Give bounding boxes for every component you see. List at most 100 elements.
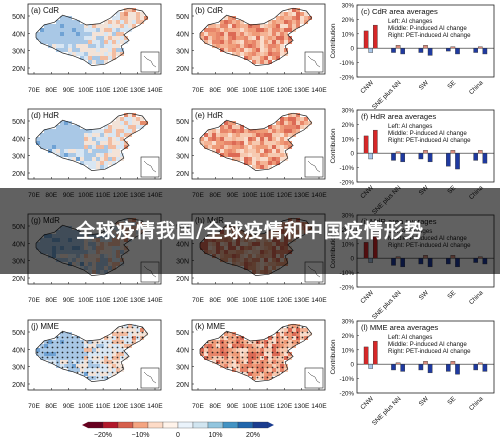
bar-sne-plus-nn-s1 <box>391 152 396 161</box>
inset-islands <box>307 55 321 68</box>
bar-sw-s3 <box>427 364 433 374</box>
map-x-tick: 100E <box>78 87 94 94</box>
map-x-tick: 110E <box>260 403 276 410</box>
bar-panel-4: 30% 20% 10% 0 -10% -20% Contribution (l) MME ar… <box>330 319 495 427</box>
colorbar-max-arrow <box>268 422 274 428</box>
legend-middle: Middle: P-induced AI change <box>388 25 467 32</box>
bar-sw-s1 <box>418 364 424 371</box>
legend-right: Right: PET-induced AI change <box>388 137 471 144</box>
map-panel-7: (j) MME 50N 40N 30N 20N 70E 80E 90E 100E 110E 120E… <box>12 319 163 410</box>
colorbar-segment <box>192 421 209 429</box>
map-panel-4: (e) HdR50N40N30N20N70E80E90E100E110E120E… <box>176 108 327 199</box>
bar-category-label: CNW <box>359 289 375 305</box>
map-label: (b) CdR <box>195 6 223 15</box>
map-label: (j) MME <box>31 322 59 331</box>
legend-middle: Middle: P-induced AI change <box>388 130 467 137</box>
south-china-sea-inset <box>304 156 324 178</box>
map-x-tick: 110E <box>260 87 276 94</box>
map-panel-2: (b) CdR 50N 40N 30N 20N 70E 80E 90E 100E 110E 120E… <box>176 3 327 94</box>
colorbar-tick: −20% <box>94 432 112 439</box>
bar-category-label: China <box>468 395 485 412</box>
stippling <box>36 324 148 382</box>
map-label: (a) CdR <box>31 6 59 15</box>
legend-left: Left: AI changes <box>388 334 432 341</box>
bar-sne-plus-nn-s2 <box>395 362 401 365</box>
legend-left: Left: AI changes <box>388 18 432 25</box>
map-x-tick: 70E <box>192 403 204 410</box>
bar-frame <box>356 320 495 394</box>
map-y-tick: 40N <box>176 347 189 354</box>
bar-sw-s2 <box>423 150 428 154</box>
map-panel-8: (k) MME 50N 40N 30N 20N 70E 80E 90E 100E 110E 120E… <box>176 319 327 410</box>
bar-panel-1: 30% 20% 10% 0 -10% -20% Contribution (c) CdR ar… <box>330 3 495 111</box>
map-x-tick: 70E <box>28 87 40 94</box>
map-x-tick: 80E <box>45 403 57 410</box>
map-x-tick: 140E <box>311 297 327 304</box>
map-x-tick: 120E <box>277 87 293 94</box>
colorbar-tick: 20% <box>246 432 260 439</box>
bar-category-label: SE <box>446 289 457 300</box>
bar-y-tick: 0 <box>351 151 355 158</box>
map-x-tick: 100E <box>242 297 258 304</box>
bar-sne-plus-nn-s3 <box>400 152 406 163</box>
bar-china-s1 <box>473 364 479 371</box>
bar-y-tick: -20% <box>340 180 355 187</box>
map-x-tick: 110E <box>96 87 112 94</box>
bar-category-label: SE <box>446 79 457 90</box>
map-field <box>200 8 312 64</box>
bar-y-tick: 30% <box>342 108 355 115</box>
map-x-tick: 120E <box>113 297 129 304</box>
bar-category-label: China <box>468 79 485 96</box>
map-y-tick: 40N <box>176 31 189 38</box>
bar-china-s1 <box>473 152 479 161</box>
bar-y-tick: 30% <box>342 319 355 326</box>
bar-frame <box>356 109 495 183</box>
bar-cnw-s3 <box>373 340 378 365</box>
bar-category-label: SE <box>446 395 457 406</box>
bar-se-s2 <box>450 150 456 154</box>
south-china-sea-inset <box>140 51 160 73</box>
map-x-tick: 80E <box>45 297 57 304</box>
inset-islands <box>143 371 157 384</box>
map-y-tick: 20N <box>176 66 189 73</box>
bar-y-tick: 20% <box>342 122 355 129</box>
map-y-tick: 20N <box>12 66 25 73</box>
map-x-tick: 130E <box>294 403 310 410</box>
map-x-tick: 120E <box>113 87 129 94</box>
bar-y-tick: -20% <box>340 285 355 292</box>
bar-china-s1 <box>473 48 479 53</box>
bar-category-label: SW <box>418 395 431 408</box>
bar-y-tick: -10% <box>340 60 355 67</box>
inset-islands <box>143 160 157 173</box>
bar-category-label: CNW <box>359 395 375 411</box>
map-y-tick: 40N <box>12 31 25 38</box>
bar-cnw-s2 <box>368 152 374 160</box>
bar-y-tick: 0 <box>351 46 355 53</box>
map-y-tick: 30N <box>12 49 25 56</box>
bar-category-label: SW <box>418 289 431 302</box>
bar-y-label: Contribution <box>330 128 337 163</box>
map-x-tick: 140E <box>147 87 163 94</box>
map-field <box>200 113 312 169</box>
map-y-tick: 50N <box>12 119 25 126</box>
map-y-tick: 40N <box>176 136 189 143</box>
colorbar-segment <box>222 421 239 429</box>
colorbar-segment <box>87 421 104 429</box>
map-y-tick: 20N <box>12 171 25 178</box>
map-x-tick: 90E <box>63 403 75 410</box>
map-panel-3: (d) HdR50N40N30N20N70E80E90E100E110E120E… <box>12 108 163 199</box>
china-outline <box>35 112 149 171</box>
map-y-tick: 50N <box>176 14 189 21</box>
bar-y-tick: -10% <box>340 376 355 383</box>
map-x-tick: 70E <box>28 297 40 304</box>
map-x-tick: 130E <box>130 297 146 304</box>
map-y-tick: 20N <box>176 382 189 389</box>
map-label: (e) HdR <box>195 111 223 120</box>
bar-se-s3 <box>455 48 460 55</box>
bar-cnw-s1 <box>363 135 369 154</box>
south-china-sea-inset <box>140 367 160 389</box>
bar-cnw-s1 <box>363 30 369 49</box>
bar-sw-s3 <box>427 152 433 163</box>
map-x-tick: 80E <box>45 87 57 94</box>
map-y-tick: 50N <box>176 119 189 126</box>
